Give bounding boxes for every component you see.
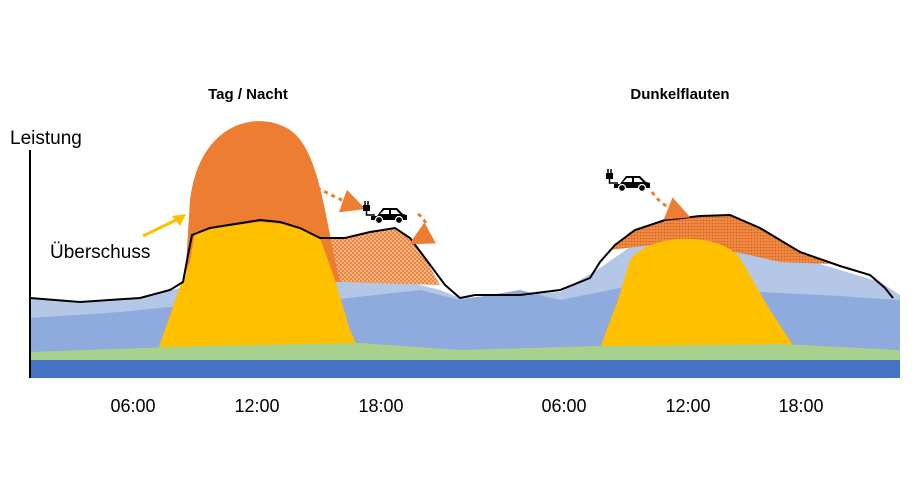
title-day-night: Tag / Nacht <box>208 86 288 103</box>
y-axis-label: Leistung <box>10 128 82 149</box>
surplus-callout-arrowhead <box>172 214 186 226</box>
title-dark-doldrums: Dunkelflauten <box>630 86 729 103</box>
ev-car-plug-icon <box>606 169 650 193</box>
surplus-label: Überschuss <box>50 242 150 263</box>
tick-day-1200: 12:00 <box>234 396 279 416</box>
tick-day-0600: 06:00 <box>110 396 155 416</box>
baseload-area <box>30 360 900 378</box>
solar-area-doldrums <box>600 238 795 348</box>
surplus-callout-arrow <box>142 217 179 238</box>
tick-doldrums-0600: 06:00 <box>541 396 586 416</box>
tick-day-1800: 18:00 <box>358 396 403 416</box>
ev-car-plug-icon <box>363 201 407 225</box>
ev-charge-arrow-doldrums <box>650 191 691 220</box>
biomass-area <box>30 343 900 362</box>
demand-line <box>29 213 894 304</box>
ev-return-arrow-day <box>409 212 436 245</box>
tick-doldrums-1800: 18:00 <box>778 396 823 416</box>
surplus-doldrums-area <box>610 215 830 264</box>
surplus-to-ev-arrow-day <box>309 182 366 213</box>
solar-area-day <box>158 222 360 352</box>
tick-doldrums-1200: 12:00 <box>665 396 710 416</box>
